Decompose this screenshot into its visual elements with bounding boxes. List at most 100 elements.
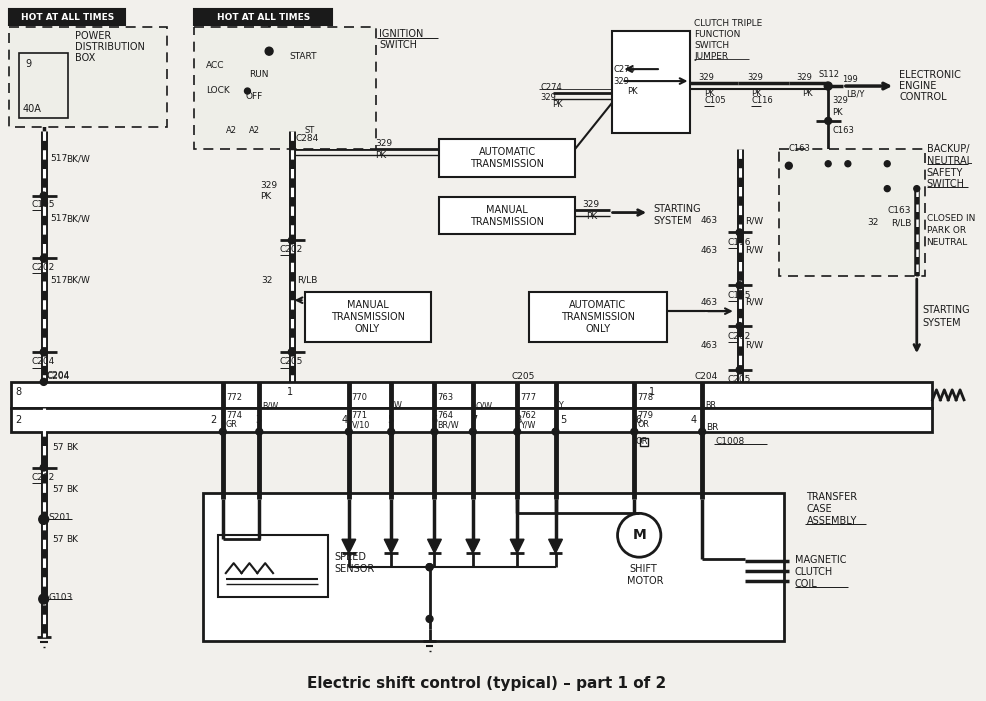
Circle shape: [631, 428, 638, 435]
Text: 329: 329: [747, 73, 763, 81]
Text: FUNCTION: FUNCTION: [694, 29, 740, 39]
Circle shape: [40, 192, 47, 199]
Polygon shape: [511, 539, 524, 553]
Text: SWITCH: SWITCH: [694, 41, 730, 50]
Text: SENSOR: SENSOR: [334, 564, 375, 574]
Text: START: START: [290, 52, 317, 61]
Text: C105: C105: [704, 97, 726, 105]
Text: PK: PK: [704, 88, 715, 97]
Text: TRANSMISSION: TRANSMISSION: [561, 312, 635, 322]
Text: PK: PK: [552, 100, 563, 109]
Text: W: W: [394, 401, 402, 410]
Text: OR: OR: [635, 437, 648, 446]
Text: 199: 199: [842, 74, 858, 83]
Bar: [305, 292, 431, 342]
Text: OFF: OFF: [246, 92, 262, 100]
Text: 8: 8: [15, 387, 22, 397]
Text: S201: S201: [48, 513, 72, 522]
Bar: [11, 408, 932, 432]
Circle shape: [737, 282, 743, 289]
Text: C202: C202: [280, 245, 303, 254]
Circle shape: [220, 428, 227, 435]
Circle shape: [255, 428, 262, 435]
Circle shape: [824, 82, 832, 90]
Circle shape: [845, 161, 851, 167]
Polygon shape: [548, 539, 562, 553]
Text: TRANSMISSION: TRANSMISSION: [470, 217, 544, 226]
Text: C163: C163: [887, 206, 911, 215]
Text: 8: 8: [515, 415, 522, 425]
Text: PK: PK: [803, 88, 813, 97]
Bar: [9, 9, 125, 25]
Text: 329: 329: [797, 73, 812, 81]
Text: C204: C204: [46, 372, 70, 381]
Text: NEUTRAL: NEUTRAL: [927, 238, 968, 247]
Text: MOTOR: MOTOR: [627, 576, 664, 586]
Bar: [440, 139, 575, 177]
Bar: [218, 536, 328, 597]
Circle shape: [884, 186, 890, 191]
Text: C1008: C1008: [716, 437, 745, 446]
Text: PARK OR: PARK OR: [927, 226, 965, 235]
Text: 517: 517: [50, 154, 68, 163]
Text: ELECTRONIC: ELECTRONIC: [899, 70, 961, 80]
Text: RUN: RUN: [249, 69, 269, 79]
Text: R/W: R/W: [745, 246, 763, 255]
Text: G103: G103: [48, 592, 73, 601]
Circle shape: [345, 428, 352, 435]
Text: BR/W: BR/W: [438, 420, 459, 429]
Text: C202: C202: [32, 473, 55, 482]
Text: 771: 771: [352, 411, 368, 420]
Text: POWER: POWER: [75, 32, 111, 41]
Text: C205: C205: [728, 375, 751, 384]
Text: SAFETY: SAFETY: [927, 168, 963, 178]
Text: C204: C204: [46, 372, 70, 381]
Circle shape: [40, 255, 47, 262]
Text: 463: 463: [700, 246, 718, 255]
Text: C274: C274: [540, 83, 563, 92]
Text: 777: 777: [520, 393, 536, 402]
Circle shape: [699, 428, 706, 435]
Bar: [779, 149, 925, 276]
Text: 1: 1: [649, 387, 655, 397]
Text: NEUTRAL: NEUTRAL: [927, 156, 972, 165]
Text: 9: 9: [25, 59, 32, 69]
Circle shape: [426, 564, 433, 571]
Text: MANUAL: MANUAL: [486, 205, 528, 215]
Text: GR: GR: [226, 420, 238, 429]
Circle shape: [884, 161, 890, 167]
Text: 1: 1: [287, 387, 293, 397]
Text: TRANSMISSION: TRANSMISSION: [330, 312, 404, 322]
Text: C116: C116: [751, 97, 773, 105]
Text: SWITCH: SWITCH: [380, 40, 417, 50]
Circle shape: [737, 367, 743, 374]
Text: 4: 4: [690, 415, 696, 425]
Text: TRANSFER: TRANSFER: [807, 492, 858, 503]
Text: CLUTCH TRIPLE: CLUTCH TRIPLE: [694, 19, 762, 28]
Text: C284: C284: [296, 135, 318, 143]
Bar: [528, 292, 667, 342]
Text: BK: BK: [66, 485, 78, 494]
Text: 763: 763: [438, 393, 454, 402]
Bar: [9, 27, 167, 127]
Circle shape: [245, 88, 250, 94]
Polygon shape: [428, 539, 442, 553]
Text: BK: BK: [66, 535, 78, 544]
Circle shape: [737, 322, 743, 329]
Text: CONTROL: CONTROL: [899, 92, 947, 102]
Circle shape: [552, 428, 559, 435]
Text: 57: 57: [52, 443, 64, 452]
Text: O/W: O/W: [476, 401, 493, 410]
Circle shape: [38, 594, 48, 604]
Bar: [611, 32, 690, 133]
Text: C163: C163: [832, 126, 854, 135]
Text: CLOSED IN: CLOSED IN: [927, 214, 975, 223]
Text: 32: 32: [868, 218, 879, 227]
Text: 463: 463: [700, 298, 718, 307]
Text: ONLY: ONLY: [355, 324, 380, 334]
Text: MAGNETIC: MAGNETIC: [795, 555, 846, 565]
Text: C205: C205: [280, 358, 304, 367]
Text: R/LB: R/LB: [297, 275, 317, 285]
Text: BK/W: BK/W: [66, 154, 91, 163]
Text: JUMPER: JUMPER: [694, 52, 729, 61]
